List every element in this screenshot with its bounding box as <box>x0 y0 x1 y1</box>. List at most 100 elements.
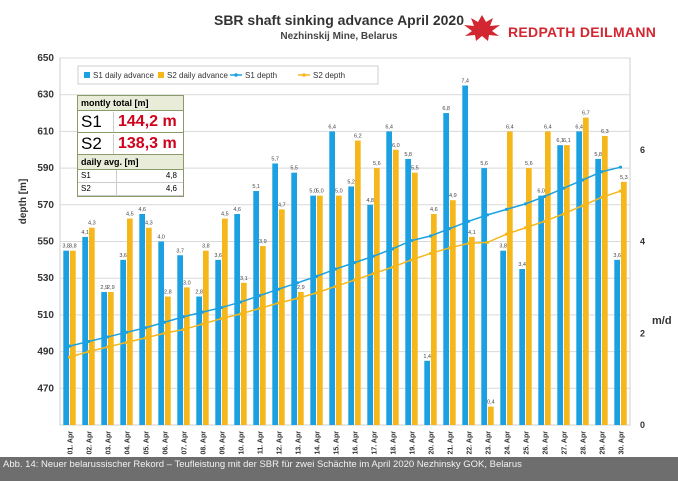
logo-text: REDPATH DEILMANN <box>508 24 657 40</box>
line-point <box>105 345 110 349</box>
line-point <box>485 240 490 245</box>
line-point <box>371 272 376 276</box>
avg-s2-value: 4,6 <box>165 184 177 193</box>
x-tick-label: 20. Apr <box>429 431 436 455</box>
x-tick-label: 26. Apr <box>543 431 550 455</box>
y-left-axis-label: depth [m] <box>18 179 29 225</box>
line-point <box>200 322 205 326</box>
bar-label: 3,8 <box>69 244 77 250</box>
line-point <box>295 296 300 300</box>
line-point <box>276 287 281 291</box>
avg-header: daily avg. [m] <box>78 155 183 170</box>
y-left-tick-label: 490 <box>37 347 54 358</box>
bar-s2 <box>450 200 456 425</box>
bar-s1 <box>139 213 145 425</box>
total-s1-value: 144,2 m <box>118 112 177 130</box>
line-point <box>162 320 167 324</box>
bar-label: 4,8 <box>366 198 374 204</box>
bar-label: 5,2 <box>347 179 355 185</box>
bar-s2 <box>317 195 323 425</box>
legend-label: S2 daily advance <box>167 71 228 80</box>
x-tick-label: 23. Apr <box>486 431 493 455</box>
bar-s1 <box>614 259 620 425</box>
bar-label: 6,0 <box>392 143 400 149</box>
line-point <box>504 232 509 236</box>
line-point <box>371 254 376 258</box>
line-point <box>314 291 319 295</box>
legend-label: S2 depth <box>313 71 345 80</box>
bar-s1 <box>177 255 183 425</box>
line-point <box>238 300 243 304</box>
bar-s2 <box>298 291 304 425</box>
y-left-tick-label: 510 <box>37 310 54 321</box>
bar-label: 1,4 <box>423 354 431 360</box>
bar-label: 6,1 <box>563 138 571 144</box>
bar-s2 <box>526 168 532 425</box>
avg-s1-value: 4,8 <box>165 171 177 180</box>
bar-label: 7,4 <box>461 79 469 85</box>
total-s2-row: S2 138,3 m <box>78 133 183 155</box>
bar-label: 5,3 <box>620 175 628 181</box>
bar-s2 <box>70 250 76 425</box>
bar-label: 5,6 <box>373 161 381 167</box>
line-point <box>599 195 604 200</box>
bar-s2 <box>602 135 608 426</box>
y-right-tick-label: 2 <box>640 328 645 338</box>
x-tick-label: 09. Apr <box>220 431 227 455</box>
bar-s1 <box>405 158 411 426</box>
bar-s2 <box>127 218 133 425</box>
bar-s1 <box>253 191 259 425</box>
bar-label: 3,6 <box>119 253 127 259</box>
bar-s1 <box>443 113 449 426</box>
x-tick-label: 27. Apr <box>562 431 569 455</box>
x-tick-label: 17. Apr <box>372 431 379 455</box>
line-point <box>580 178 585 182</box>
bar-label: 5,6 <box>525 161 533 167</box>
bar-label: 6,4 <box>506 124 514 130</box>
line-point <box>352 261 357 265</box>
legend-swatch <box>158 72 164 78</box>
total-s2-label: S2 <box>78 133 114 154</box>
bar-s2 <box>488 406 494 425</box>
line-point <box>200 310 205 314</box>
legend-swatch <box>84 72 90 78</box>
line-point <box>428 234 433 238</box>
bar-label: 6,4 <box>385 124 393 130</box>
y-left-tick-label: 470 <box>37 383 54 394</box>
line-point <box>124 330 129 334</box>
legend-marker <box>302 73 306 77</box>
redpath-logo-icon <box>464 15 500 41</box>
line-point <box>238 312 243 316</box>
line-point <box>105 335 110 339</box>
legend-label: S1 depth <box>245 71 277 80</box>
line-point <box>561 212 566 216</box>
line-point <box>542 194 547 199</box>
x-tick-label: 16. Apr <box>353 431 360 455</box>
line-point <box>409 238 414 243</box>
bar-label: 4,0 <box>157 235 165 241</box>
bar-s1 <box>101 291 107 425</box>
bar-s2 <box>621 181 627 425</box>
line-point <box>352 278 357 282</box>
bar-s1 <box>367 204 373 425</box>
line-point <box>333 267 338 271</box>
totals-box: montly total [m] S1 144,2 m S2 138,3 m d… <box>77 95 184 197</box>
line-point <box>599 170 604 174</box>
bar-s2 <box>165 296 171 425</box>
bar-label: 2,9 <box>107 285 115 291</box>
bar-s1 <box>386 131 392 425</box>
bar-label: 2,9 <box>100 285 108 291</box>
totals-header: montly total [m] <box>78 96 183 111</box>
bar-label: 4,1 <box>81 230 89 236</box>
line-s1-depth <box>69 166 621 347</box>
line-point <box>86 339 91 344</box>
line-point <box>181 327 186 332</box>
bar-label: 4,6 <box>138 207 146 213</box>
bar-s2 <box>469 236 475 425</box>
line-point <box>162 331 167 335</box>
bar-label: 2,8 <box>164 290 172 296</box>
x-tick-label: 19. Apr <box>410 431 417 455</box>
y-right-tick-label: 4 <box>640 237 645 247</box>
avg-s1-label: S1 <box>78 170 117 182</box>
bar-s2 <box>222 218 228 425</box>
